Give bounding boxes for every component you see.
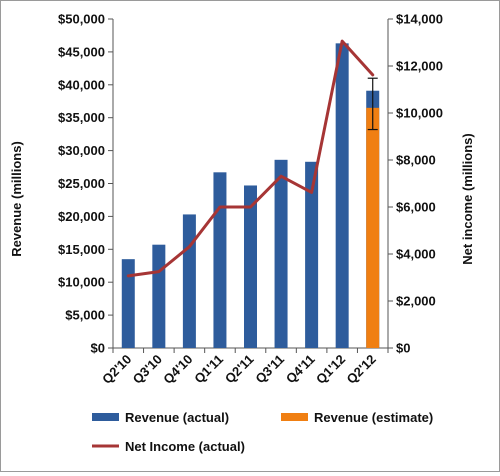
legend-label-revenue-actual: Revenue (actual)	[125, 410, 229, 425]
right-tick-label: $8,000	[396, 153, 436, 168]
left-tick-label: $10,000	[58, 275, 105, 290]
x-tick-label: Q4'10	[160, 352, 195, 387]
left-tick-label: $45,000	[58, 44, 105, 59]
bar-revenue-actual	[305, 161, 319, 348]
net-income-line	[126, 39, 375, 278]
right-tick-label: $12,000	[396, 59, 443, 74]
bar-revenue-actual	[121, 259, 135, 348]
left-axis-title: Revenue (millions)	[9, 141, 24, 257]
right-tick-label: $0	[396, 341, 410, 356]
right-tick-label: $10,000	[396, 106, 443, 121]
right-tick-label: $14,000	[396, 12, 443, 27]
bar-revenue-actual	[244, 185, 257, 348]
x-tick-label: Q1'11	[191, 352, 226, 387]
x-tick-label: Q4'11	[283, 352, 318, 387]
bar-revenue-actual	[152, 244, 166, 348]
net-income-line-group	[126, 39, 375, 278]
left-tick-label: $30,000	[58, 143, 105, 158]
legend-swatch-revenue-estimate	[281, 413, 308, 421]
right-tick-label: $2,000	[396, 294, 436, 309]
legend-label-revenue-estimate: Revenue (estimate)	[314, 410, 433, 425]
bar-revenue-actual	[274, 159, 288, 348]
x-tick-label: Q2'12	[344, 352, 379, 387]
left-tick-label: $50,000	[58, 12, 105, 27]
bar-revenue-estimate	[366, 107, 380, 348]
left-tick-label: $15,000	[58, 242, 105, 257]
left-tick-label: $5,000	[65, 308, 105, 323]
left-tick-label: $0	[91, 341, 105, 356]
bar-revenue-actual	[213, 172, 227, 348]
left-tick-label: $25,000	[58, 176, 105, 191]
right-tick-label: $6,000	[396, 200, 436, 215]
x-tick-label: Q1'12	[313, 352, 348, 387]
x-tick-label: Q3'10	[130, 352, 165, 387]
x-tick-label: Q2'11	[222, 352, 257, 387]
legend: Revenue (actual) Revenue (estimate) Net …	[92, 410, 433, 454]
left-tick-label: $35,000	[58, 110, 105, 125]
x-tick-label: Q3'11	[252, 352, 287, 387]
left-tick-label: $40,000	[58, 77, 105, 92]
estimate-error-bar	[367, 77, 378, 131]
legend-label-net-income: Net Income (actual)	[125, 439, 245, 454]
revenue-bars	[121, 43, 380, 349]
x-tick-label: Q2'10	[99, 352, 134, 387]
right-axis-title: Net income (millions)	[460, 133, 475, 264]
right-tick-label: $4,000	[396, 247, 436, 262]
left-tick-label: $20,000	[58, 209, 105, 224]
bar-revenue-actual	[335, 43, 349, 348]
bar-revenue-actual	[182, 214, 196, 348]
legend-swatch-revenue-actual	[92, 413, 119, 421]
